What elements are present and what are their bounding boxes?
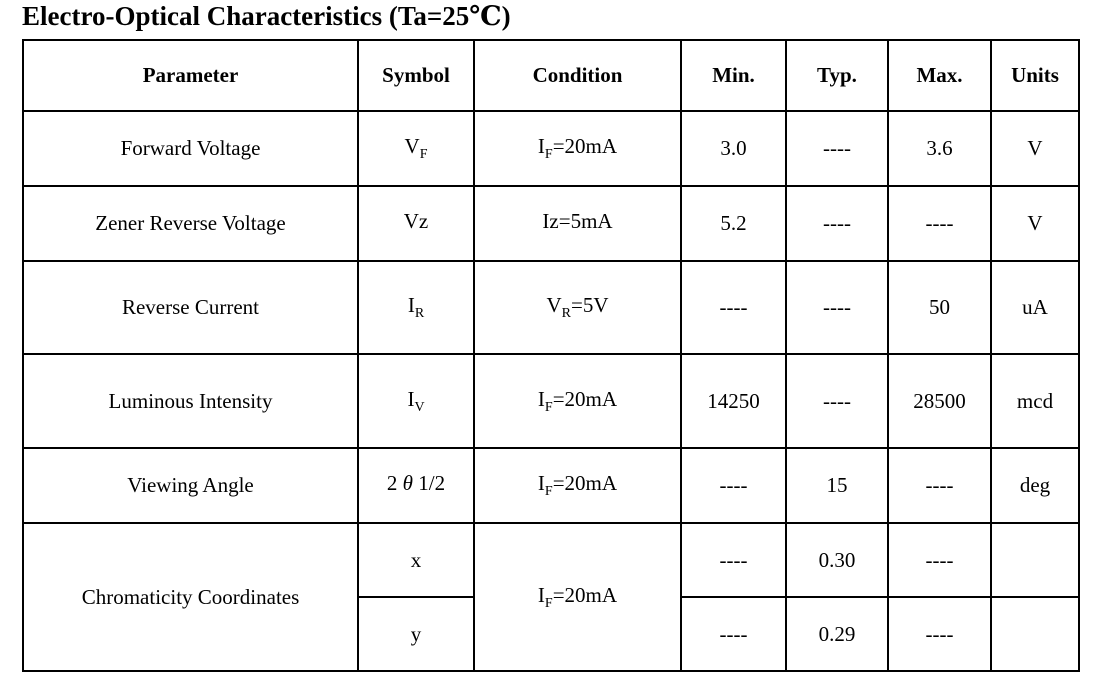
- table-row: Forward Voltage VF IF=20mA 3.0 ---- 3.6 …: [22, 110, 1080, 187]
- cell-condition: IF=20mA: [473, 110, 682, 187]
- page-title: Electro-Optical Characteristics (Ta=25℃): [22, 1, 511, 31]
- cell-symbol: VF: [357, 110, 475, 187]
- cell-parameter: Reverse Current: [22, 260, 359, 355]
- cell-units: V: [990, 110, 1080, 187]
- symbol-italic: θ: [402, 471, 413, 495]
- symbol-base: 2: [386, 471, 403, 495]
- cell-units: uA: [990, 260, 1080, 355]
- condition-base: I: [537, 582, 545, 607]
- cell-typ: ----: [785, 110, 889, 187]
- cell-units: [990, 522, 1080, 598]
- condition-subscript: F: [544, 399, 553, 415]
- condition-base: I: [537, 471, 545, 495]
- table-row: Luminous Intensity IV IF=20mA 14250 ----…: [22, 353, 1080, 449]
- cell-parameter: Luminous Intensity: [22, 353, 359, 449]
- header-units: Units: [990, 39, 1080, 112]
- cell-typ: 15: [785, 447, 889, 524]
- table-row: Reverse Current IR VR=5V ---- ---- 50 uA: [22, 260, 1080, 355]
- condition-subscript: F: [544, 595, 553, 611]
- table-row-chromaticity-x: Chromaticity Coordinates x IF=20mA ---- …: [22, 522, 1080, 672]
- cell-max: ----: [887, 185, 992, 262]
- cell-symbol: 2 θ 1/2: [357, 447, 475, 524]
- cell-symbol-y: y: [357, 596, 475, 672]
- cell-units: [990, 596, 1080, 672]
- condition-base: I: [537, 134, 545, 158]
- table-row: Viewing Angle 2 θ 1/2 IF=20mA ---- 15 --…: [22, 447, 1080, 524]
- cell-units: mcd: [990, 353, 1080, 449]
- cell-typ: ----: [785, 260, 889, 355]
- cell-max: 28500: [887, 353, 992, 449]
- cell-parameter: Forward Voltage: [22, 110, 359, 187]
- symbol-base: I: [407, 293, 415, 317]
- header-symbol: Symbol: [357, 39, 475, 112]
- cell-max: ----: [887, 596, 992, 672]
- table-row-chromaticity-y: y ---- 0.29 ----: [23, 596, 1080, 672]
- condition-base: V: [546, 293, 562, 317]
- cell-max: 50: [887, 260, 992, 355]
- table-header-row: Parameter Symbol Condition Min. Typ. Max…: [22, 39, 1080, 112]
- cell-condition: IF=20mA: [473, 353, 682, 449]
- cell-max: ----: [887, 447, 992, 524]
- cell-typ: 0.29: [785, 596, 889, 672]
- condition-rest: =5mA: [558, 209, 613, 233]
- symbol-base: V: [404, 134, 420, 158]
- condition-subscript: F: [544, 147, 553, 162]
- cell-typ: ----: [785, 353, 889, 449]
- symbol-subscript: V: [414, 399, 425, 415]
- cell-min: 3.0: [680, 110, 787, 187]
- header-max: Max.: [887, 39, 992, 112]
- cell-symbol: IV: [357, 353, 475, 449]
- cell-units: V: [990, 185, 1080, 262]
- header-parameter: Parameter: [22, 39, 359, 112]
- cell-symbol: IR: [357, 260, 475, 355]
- condition-rest: =20mA: [552, 582, 618, 607]
- symbol-base: Vz: [403, 209, 429, 233]
- cell-typ: ----: [785, 185, 889, 262]
- cell-min: ----: [680, 260, 787, 355]
- cell-condition-chromaticity: IF=20mA: [473, 522, 682, 672]
- header-condition: Condition: [473, 39, 682, 112]
- condition-base: Iz: [542, 209, 559, 233]
- cell-min: ----: [680, 447, 787, 524]
- condition-rest: =20mA: [552, 471, 618, 495]
- condition-base: I: [537, 386, 545, 411]
- condition-subscript: R: [561, 306, 571, 321]
- cell-parameter: Zener Reverse Voltage: [22, 185, 359, 262]
- condition-rest: =5V: [571, 293, 609, 317]
- cell-units: deg: [990, 447, 1080, 524]
- header-typ: Typ.: [785, 39, 889, 112]
- cell-max: 3.6: [887, 110, 992, 187]
- cell-parameter-chromaticity: Chromaticity Coordinates: [22, 522, 359, 672]
- condition-rest: =20mA: [552, 134, 618, 158]
- header-min: Min.: [680, 39, 787, 112]
- cell-min: ----: [680, 596, 787, 672]
- condition-rest: =20mA: [552, 386, 618, 411]
- cell-min: ----: [680, 522, 787, 598]
- symbol-subscript: R: [414, 306, 425, 321]
- cell-min: 14250: [680, 353, 787, 449]
- symbol-subscript: F: [419, 147, 428, 162]
- table-row: Zener Reverse Voltage Vz Iz=5mA 5.2 ----…: [22, 185, 1080, 262]
- cell-min: 5.2: [680, 185, 787, 262]
- cell-condition: VR=5V: [473, 260, 682, 355]
- cell-condition: Iz=5mA: [473, 185, 682, 262]
- symbol-rest: 1/2: [412, 471, 446, 495]
- cell-parameter: Viewing Angle: [22, 447, 359, 524]
- electro-optical-characteristics-table: Parameter Symbol Condition Min. Typ. Max…: [22, 39, 1080, 672]
- cell-typ: 0.30: [785, 522, 889, 598]
- cell-symbol: Vz: [357, 185, 475, 262]
- condition-subscript: F: [544, 484, 553, 499]
- cell-symbol-x: x: [357, 522, 475, 598]
- symbol-base: I: [407, 386, 415, 411]
- cell-condition: IF=20mA: [473, 447, 682, 524]
- cell-max: ----: [887, 522, 992, 598]
